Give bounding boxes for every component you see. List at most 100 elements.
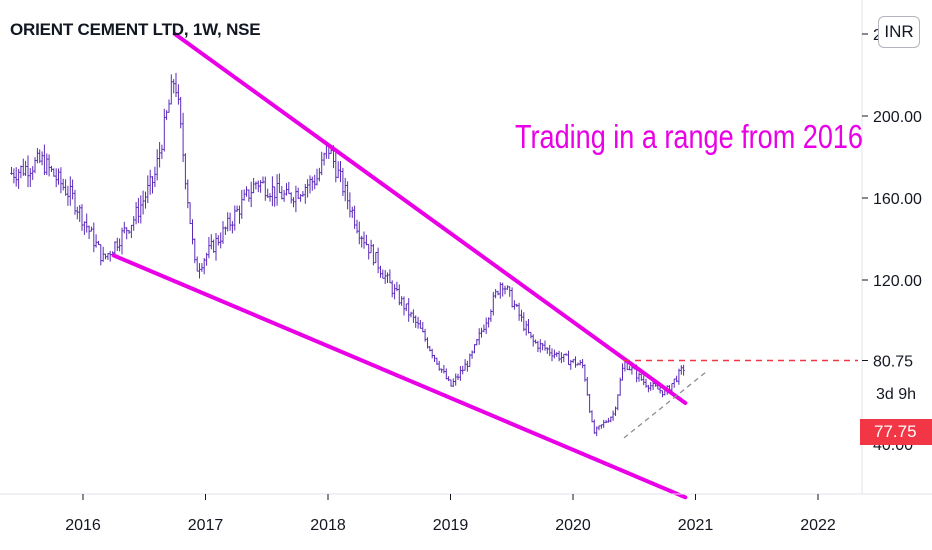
currency-button[interactable]: INR (878, 16, 920, 48)
candle (407, 298, 410, 322)
candle (607, 417, 610, 423)
candle (92, 222, 95, 253)
candle (572, 359, 575, 364)
candle (402, 296, 406, 316)
candle (245, 186, 248, 197)
candle (177, 84, 180, 105)
candle (257, 180, 260, 193)
candle (158, 142, 161, 168)
candle (541, 343, 544, 351)
candle (440, 368, 443, 373)
candle (637, 372, 641, 382)
candle (480, 327, 483, 338)
candle (264, 176, 267, 201)
candle (508, 286, 511, 297)
candle (134, 202, 138, 225)
candle (297, 187, 300, 200)
candle (26, 155, 30, 188)
candle (564, 353, 568, 356)
candle (45, 153, 48, 175)
candle (238, 205, 241, 224)
candle (38, 149, 41, 163)
candle (31, 166, 34, 180)
candle (640, 373, 643, 381)
candle (52, 168, 55, 177)
resistance-trendline[interactable] (172, 32, 688, 405)
candle (433, 354, 436, 362)
support-trendline[interactable] (111, 253, 688, 500)
candle (388, 269, 392, 284)
candle (579, 359, 582, 366)
candle (414, 315, 417, 328)
candle (478, 328, 481, 345)
candle (341, 168, 345, 196)
candle (405, 303, 408, 312)
x-tick-label: 2017 (188, 517, 224, 534)
candle (252, 177, 255, 194)
candle (198, 263, 201, 279)
candle (374, 252, 377, 264)
candle (299, 194, 302, 202)
candle (337, 161, 340, 179)
candle (304, 184, 307, 204)
candle (240, 189, 243, 219)
candle (10, 166, 13, 175)
candle (130, 224, 133, 239)
candle (391, 280, 394, 298)
candle (344, 177, 347, 202)
candle (221, 221, 225, 244)
candle (109, 251, 112, 262)
candle (503, 285, 507, 295)
candle (151, 176, 154, 194)
candle (426, 337, 429, 349)
candle (43, 144, 46, 176)
candle (447, 376, 450, 382)
candle (557, 350, 561, 362)
candle (628, 365, 631, 371)
candle (595, 426, 598, 436)
candle (597, 425, 601, 431)
candle (212, 239, 215, 253)
candle (386, 272, 389, 283)
candle (553, 349, 556, 359)
candle (353, 205, 356, 229)
candle (15, 167, 18, 187)
candle (649, 382, 652, 391)
candle (179, 96, 182, 129)
candle (562, 353, 565, 363)
candle (181, 112, 185, 163)
candle (318, 167, 321, 182)
candle (560, 352, 563, 364)
candle (170, 74, 173, 105)
candle (217, 235, 220, 246)
candle (29, 168, 32, 187)
candle (149, 169, 152, 195)
candle (94, 234, 98, 248)
candle (156, 149, 159, 181)
candle (50, 165, 53, 172)
candle (59, 167, 63, 194)
candle (506, 285, 509, 290)
candle (12, 168, 16, 184)
candle (339, 161, 342, 183)
candle (452, 378, 455, 387)
candle (66, 185, 70, 206)
candle (282, 190, 286, 202)
candle (423, 328, 427, 342)
candle (555, 352, 558, 357)
candle (290, 192, 293, 204)
candle (174, 72, 178, 97)
x-tick-label: 2020 (555, 517, 591, 534)
candle (644, 378, 648, 388)
candle (642, 375, 645, 386)
candle (604, 420, 608, 424)
candle (456, 373, 460, 380)
candle (186, 179, 189, 209)
candle (473, 344, 476, 354)
candle (47, 154, 51, 177)
candle (205, 252, 208, 266)
last-price-badge: 77.75 (860, 419, 932, 445)
candle (529, 331, 533, 339)
candle (372, 244, 375, 266)
